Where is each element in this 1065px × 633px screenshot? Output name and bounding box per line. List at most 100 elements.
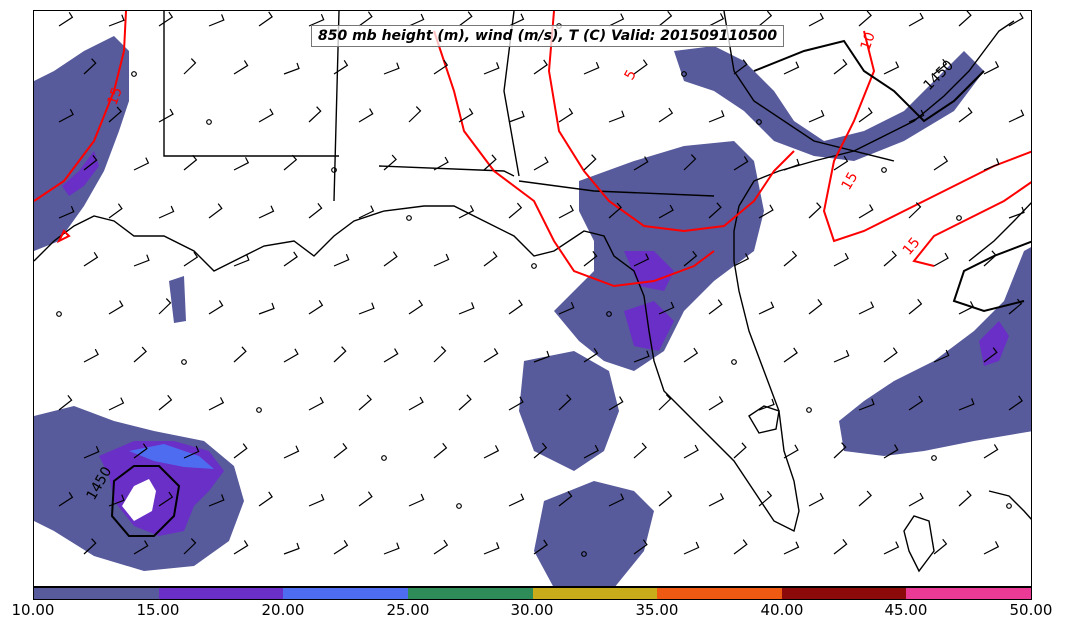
colorbar-segment-7 bbox=[781, 588, 907, 599]
wind-barb bbox=[233, 254, 250, 267]
state-border-1 bbox=[163, 11, 339, 157]
wind-barb bbox=[708, 299, 723, 315]
wind-barb bbox=[908, 298, 923, 315]
wind-barb bbox=[933, 155, 949, 171]
wind-barb bbox=[208, 300, 224, 315]
wind-barb bbox=[208, 203, 223, 219]
wind-barb bbox=[858, 107, 873, 123]
calm-wind-circle bbox=[756, 119, 762, 125]
colorbar-tick: 15.00 bbox=[136, 601, 180, 619]
wind-barb bbox=[258, 302, 275, 315]
wind-barb bbox=[158, 491, 174, 507]
wind-barb bbox=[708, 493, 725, 507]
shade-gulf-sw-eye bbox=[122, 479, 156, 521]
colorbar-tick: 45.00 bbox=[884, 601, 928, 619]
wind-barb bbox=[83, 348, 99, 363]
contour-label-15-ne: 15 bbox=[839, 170, 862, 193]
shade-nw-purple bbox=[62, 151, 99, 196]
colorbar-tick: 50.00 bbox=[1009, 601, 1053, 619]
wind-barb bbox=[883, 61, 900, 75]
wind-barb bbox=[958, 301, 975, 315]
wind-barb bbox=[633, 442, 647, 459]
wind-barb bbox=[633, 253, 650, 267]
wind-barb bbox=[308, 299, 324, 315]
wind-barb bbox=[708, 202, 722, 219]
wind-barb bbox=[958, 11, 972, 27]
wind-barb bbox=[108, 300, 124, 315]
wind-barb bbox=[233, 60, 249, 75]
wind-barb bbox=[733, 442, 747, 459]
wind-barb bbox=[383, 348, 399, 363]
calm-wind-circle bbox=[131, 71, 137, 77]
wind-barb bbox=[108, 106, 122, 123]
wind-barb bbox=[408, 106, 422, 123]
map-title: 850 mb height (m), wind (m/s), T (C) Val… bbox=[311, 25, 785, 47]
wind-barb bbox=[458, 108, 474, 123]
wind-barb bbox=[333, 539, 349, 555]
wind-barb bbox=[308, 203, 323, 219]
temp-contour-10-n bbox=[547, 11, 795, 233]
calm-wind-circle bbox=[206, 119, 212, 125]
colorbar-tick: 30.00 bbox=[510, 601, 554, 619]
wind-barb bbox=[983, 541, 1000, 555]
wind-barb bbox=[458, 205, 475, 219]
wind-barb bbox=[483, 348, 499, 363]
colorbar-segment-6 bbox=[657, 588, 782, 599]
wind-barb bbox=[783, 444, 799, 459]
wind-barb bbox=[958, 490, 972, 507]
temp-contour-15-sw bbox=[56, 229, 71, 244]
colorbar-tick: 25.00 bbox=[386, 601, 430, 619]
wind-barb bbox=[808, 12, 824, 27]
wind-barb bbox=[1008, 298, 1023, 315]
coastline-atlantic bbox=[733, 20, 1015, 232]
wind-barb bbox=[158, 298, 172, 315]
wind-barb bbox=[133, 540, 149, 555]
shade-small-1 bbox=[169, 276, 186, 323]
wind-barb bbox=[608, 396, 624, 411]
wind-barb bbox=[733, 539, 748, 555]
wind-barb bbox=[908, 12, 924, 27]
wind-barb bbox=[758, 204, 774, 219]
wind-barb bbox=[608, 493, 625, 507]
wind-barb bbox=[383, 251, 398, 267]
wind-barb bbox=[133, 254, 150, 267]
wind-barb bbox=[158, 205, 175, 219]
wind-barb bbox=[683, 444, 699, 459]
wind-barb bbox=[683, 541, 700, 555]
wind-barb bbox=[358, 394, 372, 411]
wind-barb bbox=[508, 202, 523, 219]
calm-wind-circle bbox=[181, 359, 187, 365]
wind-barb bbox=[658, 301, 675, 315]
wind-barb bbox=[533, 350, 550, 363]
calm-wind-circle bbox=[956, 215, 962, 221]
colorbar-tick: 35.00 bbox=[635, 601, 679, 619]
wind-barb bbox=[358, 205, 375, 219]
wind-barb bbox=[958, 107, 973, 123]
wind-barb bbox=[533, 442, 548, 459]
wind-barb bbox=[333, 346, 347, 363]
wind-barb bbox=[83, 445, 100, 459]
wind-barb bbox=[408, 493, 425, 507]
wind-barb bbox=[308, 396, 324, 411]
wind-barb bbox=[733, 253, 750, 267]
wind-barb bbox=[983, 61, 1000, 75]
calm-wind-circle bbox=[881, 167, 887, 173]
wind-barb bbox=[133, 443, 148, 459]
wind-barb bbox=[933, 349, 950, 363]
wind-barb bbox=[608, 13, 625, 27]
wind-barb bbox=[58, 491, 74, 507]
colorbar-tick: 10.00 bbox=[11, 601, 55, 619]
wind-barb bbox=[83, 538, 97, 555]
wind-barb bbox=[433, 442, 448, 459]
calm-wind-circle bbox=[256, 407, 262, 413]
wind-barb bbox=[58, 11, 74, 27]
wind-barb bbox=[183, 251, 199, 267]
wind-barb bbox=[908, 395, 924, 411]
wind-barb bbox=[583, 251, 598, 267]
wind-barb bbox=[933, 58, 948, 75]
wind-barb bbox=[333, 59, 349, 75]
wind-barb bbox=[108, 397, 125, 411]
wind-barb bbox=[1008, 109, 1025, 123]
wind-barb bbox=[883, 250, 897, 267]
wind-barb bbox=[658, 490, 673, 507]
